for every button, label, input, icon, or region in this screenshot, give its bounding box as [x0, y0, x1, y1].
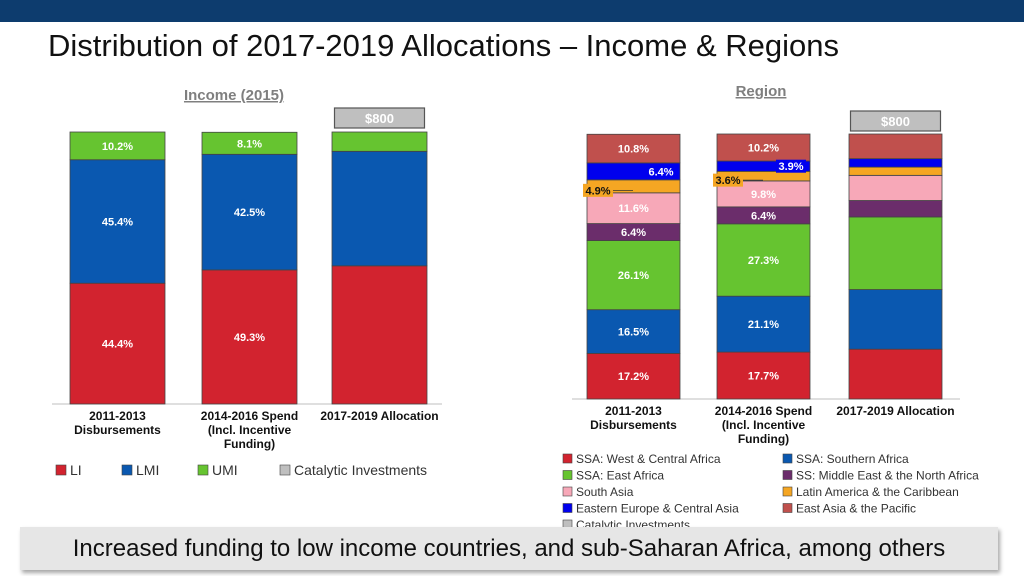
data-label-latin-america-the-caribbean-0: 4.9%	[585, 185, 610, 197]
x-tick-label-1-2: Funding)	[738, 432, 789, 446]
legend-swatch-eastern-europe-central-asia	[562, 503, 573, 513]
callout-bg-latin-america-the-caribbean-0	[583, 183, 613, 197]
x-tick-label-2-0: 2017-2019 Allocation	[320, 409, 438, 423]
data-label-ssa-southern-africa-1: 21.1%	[748, 319, 779, 331]
data-label-eastern-europe-central-asia-0: 6.4%	[648, 166, 673, 178]
x-tick-label-1-0: 2014-2016 Spend	[715, 404, 812, 418]
legend-swatch-latin-america-the-caribbean	[782, 486, 793, 497]
data-label-umi-1: 8.1%	[237, 138, 262, 150]
data-label-ssa-west-central-africa-1: 17.7%	[748, 371, 779, 383]
x-tick-label-0-1: Disbursements	[74, 423, 161, 437]
bar-segment-li-2	[331, 265, 428, 405]
bar-segment-ssa-east-africa-1	[716, 223, 811, 297]
legend-label-eastern-europe-central-asia: Eastern Europe & Central Asia	[576, 502, 739, 516]
legend-label-ssa-east-africa: SSA: East Africa	[576, 469, 664, 483]
data-label-li-1: 49.3%	[234, 332, 265, 344]
data-label-li-0: 44.4%	[102, 339, 133, 351]
legend-swatch-ss-middle-east-the-north-africa	[782, 470, 793, 480]
chart-title: Region	[736, 83, 787, 100]
legend-swatch-li	[55, 464, 67, 476]
legend-label-ssa-west-central-africa: SSA: West & Central Africa	[576, 452, 721, 466]
bar-segment-ssa-west-central-africa-2	[848, 348, 943, 400]
data-label-ssa-east-africa-1: 27.3%	[748, 255, 779, 267]
legend-swatch-ssa-west-central-africa	[562, 453, 573, 464]
legend-label-li: LI	[70, 462, 82, 478]
bar-segment-umi-0	[69, 131, 166, 161]
legend-swatch-east-asia-the-pacific	[782, 503, 793, 513]
bar-segment-ssa-southern-africa-0	[586, 309, 681, 354]
callout-bg-eastern-europe-central-asia-0	[646, 164, 676, 178]
allocation-callout-label: $800	[365, 111, 394, 126]
legend-label-east-asia-the-pacific: East Asia & the Pacific	[796, 502, 916, 516]
bar-segment-south-asia-2	[848, 174, 943, 201]
legend-label-ssa-southern-africa: SSA: Southern Africa	[796, 452, 909, 466]
legend-label-south-asia: South Asia	[576, 485, 634, 499]
data-label-umi-0: 10.2%	[102, 141, 133, 153]
bar-segment-ssa-southern-africa-2	[848, 289, 943, 350]
bar-segment-ssa-west-central-africa-1	[716, 351, 811, 400]
bar-segment-east-asia-the-pacific-2	[848, 133, 943, 160]
data-label-ss-middle-east-the-north-africa-1: 6.4%	[751, 210, 776, 222]
chart-title: Income (2015)	[184, 87, 284, 104]
data-label-eastern-europe-central-asia-1: 3.9%	[778, 161, 803, 173]
allocation-callout-label: $800	[881, 114, 910, 129]
callout-bg-latin-america-the-caribbean-1	[713, 173, 743, 187]
bar-segment-ss-middle-east-the-north-africa-2	[848, 200, 943, 218]
bar-segment-south-asia-0	[586, 192, 681, 224]
bar-segment-latin-america-the-caribbean-2	[848, 166, 943, 176]
bar-segment-ssa-east-africa-0	[586, 240, 681, 311]
legend-swatch-catalytic-investments	[279, 464, 291, 476]
legend-swatch-lmi	[121, 464, 133, 476]
legend-swatch-ssa-southern-africa	[782, 453, 793, 464]
bar-segment-umi-1	[201, 131, 298, 155]
legend-label-latin-america-the-caribbean: Latin America & the Caribbean	[796, 485, 959, 499]
x-tick-label-1-1: (Incl. Incentive	[722, 418, 806, 432]
legend-label-lmi: LMI	[136, 462, 159, 478]
x-tick-label-0-1: Disbursements	[590, 418, 677, 432]
x-tick-label-1-1: (Incl. Incentive	[208, 423, 292, 437]
legend-label-ss-middle-east-the-north-africa: SS: Middle East & the North Africa	[796, 469, 979, 483]
data-label-ss-middle-east-the-north-africa-0: 6.4%	[621, 227, 646, 239]
bar-segment-east-asia-the-pacific-0	[586, 133, 681, 164]
bar-segment-lmi-1	[201, 153, 298, 271]
data-label-ssa-west-central-africa-0: 17.2%	[618, 371, 649, 383]
data-label-ssa-east-africa-0: 26.1%	[618, 270, 649, 282]
summary-text: Increased funding to low income countrie…	[72, 535, 946, 562]
data-label-south-asia-0: 11.6%	[618, 203, 649, 215]
region-chart: Region 17.2% 16.5% 26.1% 6.4% 11.6% 10.8% 2011-…	[562, 83, 979, 530]
x-tick-label-1-2: Funding)	[224, 437, 275, 451]
legend-swatch-ssa-east-africa	[562, 470, 573, 480]
allocation-callout-box	[333, 107, 426, 129]
data-label-ssa-southern-africa-0: 16.5%	[618, 327, 649, 339]
bar-segment-eastern-europe-central-asia-2	[848, 158, 943, 168]
top-banner	[0, 0, 1024, 22]
bar-segment-lmi-0	[69, 159, 166, 284]
bar-segment-lmi-2	[331, 150, 428, 267]
allocation-callout-box	[849, 110, 942, 132]
bar-segment-umi-2	[331, 131, 428, 152]
data-label-latin-america-the-caribbean-1: 3.6%	[715, 175, 740, 187]
data-label-south-asia-1: 9.8%	[751, 189, 776, 201]
legend-swatch-south-asia	[562, 486, 573, 497]
callout-bg-eastern-europe-central-asia-1	[776, 159, 806, 173]
data-label-east-asia-the-pacific-1: 10.2%	[748, 143, 779, 155]
legend-swatch-umi	[197, 464, 209, 476]
summary-box: Increased funding to low income countrie…	[20, 527, 998, 570]
legend-label-catalytic-investments: Catalytic Investments	[294, 462, 427, 478]
bar-segment-east-asia-the-pacific-1	[716, 133, 811, 162]
bar-segment-li-1	[201, 269, 298, 405]
data-label-east-asia-the-pacific-0: 10.8%	[618, 144, 649, 156]
page-title: Distribution of 2017-2019 Allocations – …	[48, 28, 839, 63]
x-tick-label-0-0: 2011-2013	[605, 404, 662, 418]
x-tick-label-2-0: 2017-2019 Allocation	[836, 404, 954, 418]
data-label-lmi-1: 42.5%	[234, 207, 265, 219]
legend-label-umi: UMI	[212, 462, 238, 478]
bar-segment-ssa-east-africa-2	[848, 216, 943, 290]
bar-segment-ssa-southern-africa-1	[716, 295, 811, 353]
bar-segment-ssa-west-central-africa-0	[586, 353, 681, 400]
x-tick-label-0-0: 2011-2013	[89, 409, 146, 423]
income-chart: Income (2015) 44.4% 45.4% 10.2% 2011-2013Dis…	[52, 87, 442, 478]
x-tick-label-1-0: 2014-2016 Spend	[201, 409, 298, 423]
data-label-lmi-0: 45.4%	[102, 216, 133, 228]
